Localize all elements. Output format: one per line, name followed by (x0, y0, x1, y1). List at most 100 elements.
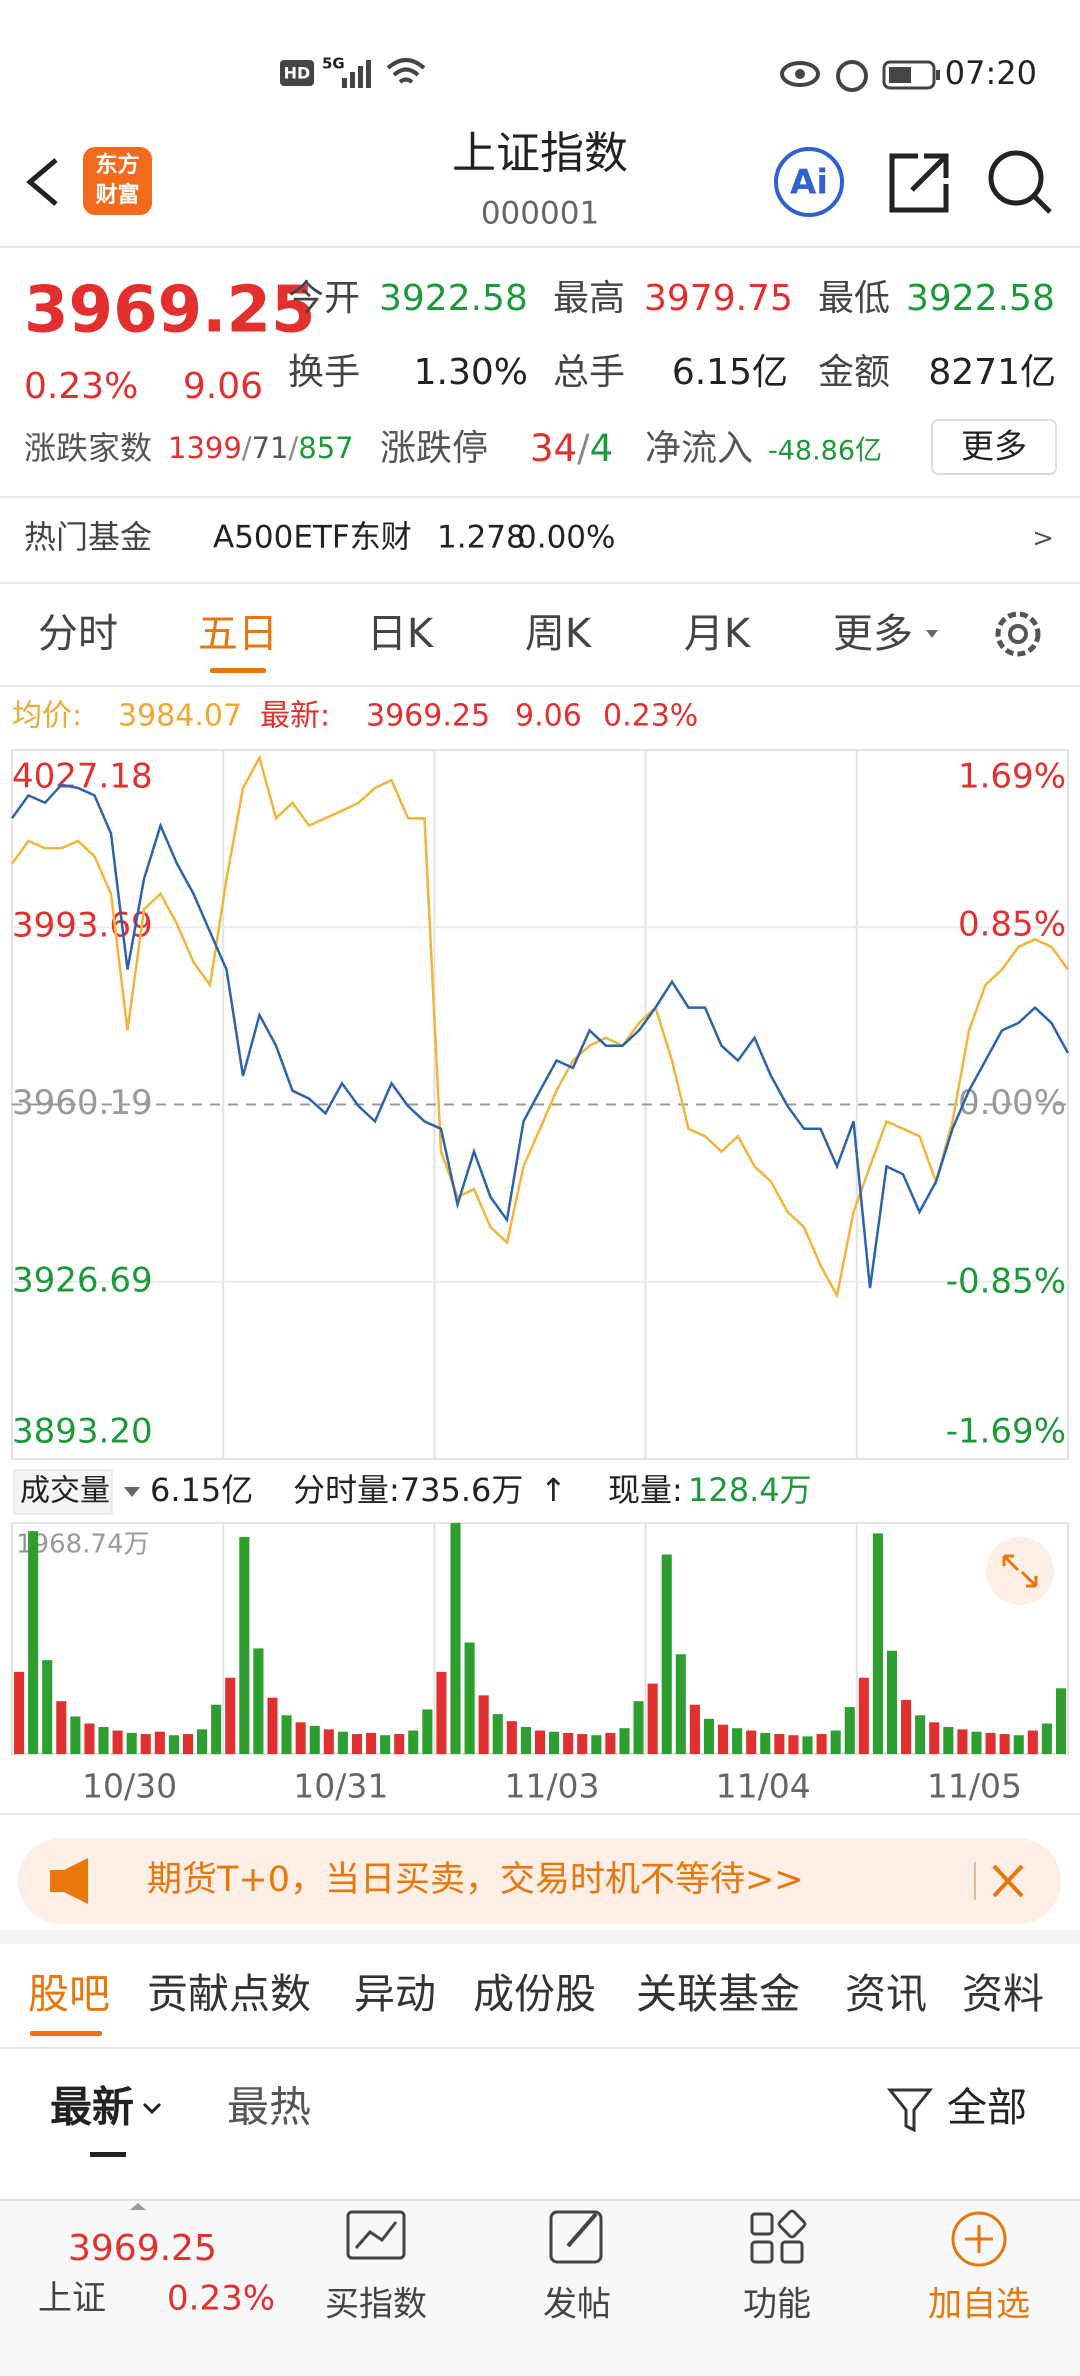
x-tick-label: 11/03 (504, 1767, 599, 1806)
section-tab[interactable]: 股吧 (28, 1970, 110, 2018)
filter-icon[interactable] (886, 2088, 934, 2133)
filter-text[interactable]: 全部 (947, 2085, 1027, 2131)
down-count: 857 (298, 431, 353, 465)
volume-bar (309, 1725, 320, 1754)
volume-bar (239, 1536, 250, 1754)
volume-bar (886, 1650, 898, 1754)
volume-bar (1055, 1688, 1066, 1754)
promo-banner[interactable] (18, 1838, 1061, 1924)
bottom-name: 上证 (38, 2279, 106, 2319)
megaphone-icon (50, 1858, 88, 1904)
last-price: 3969.25 (24, 274, 316, 348)
last-label: 最新: (260, 699, 330, 734)
nav-item[interactable]: 发帖 (543, 2285, 611, 2325)
section-tab[interactable]: 贡献点数 (147, 1970, 311, 2018)
period-tab[interactable]: 更多 (833, 611, 913, 657)
field-value: 3922.58 (906, 278, 1055, 319)
more-button[interactable] (931, 419, 1057, 475)
share-button[interactable] (889, 153, 949, 213)
y2-tick-label: -0.85% (946, 1261, 1066, 1301)
volume-bar (42, 1660, 53, 1754)
volume-bar (563, 1732, 574, 1754)
volume-bar (351, 1734, 362, 1754)
sort-underline (90, 2152, 126, 2157)
period-tab[interactable]: 月K (684, 611, 752, 657)
volume-bar (718, 1724, 729, 1754)
nav-item[interactable]: 买指数 (325, 2285, 427, 2325)
volume-bar (675, 1654, 686, 1754)
section-tab[interactable]: 异动 (354, 1970, 436, 2018)
breadth-value: 1399/71/857 (168, 431, 354, 465)
fund-name[interactable]: A500ETF东财 (213, 520, 412, 556)
field-label: 总手 (553, 352, 625, 393)
section-tab[interactable]: 关联基金 (636, 1970, 800, 2018)
y2-tick-label: 1.69% (958, 757, 1066, 797)
volume-bar (1041, 1723, 1052, 1754)
bottom-bar (0, 2200, 1080, 2376)
volume-bar (506, 1721, 517, 1754)
flat-count: 71 (252, 431, 289, 465)
ai-button[interactable] (774, 147, 844, 217)
field-value: 6.15亿 (672, 352, 788, 393)
period-tab[interactable]: 日K (367, 611, 435, 657)
nav-item[interactable]: 功能 (743, 2285, 811, 2325)
caret (130, 2203, 146, 2210)
banner-text: 期货T+0，当日买卖，交易时机不等待>> (147, 1860, 804, 1900)
separator: / (577, 427, 590, 470)
sort-hot[interactable]: 最热 (227, 2083, 311, 2132)
section-tab[interactable]: 成份股 (473, 1970, 596, 2018)
volume-bar (253, 1648, 264, 1754)
volume-bar (211, 1704, 222, 1754)
period-tab[interactable]: 分时 (38, 611, 118, 657)
section-tab[interactable]: 资料 (962, 1970, 1044, 2018)
volume-bar (70, 1716, 81, 1754)
expand-button[interactable] (986, 1537, 1054, 1605)
close-button[interactable] (992, 1864, 1024, 1898)
current-label: 现量: (608, 1471, 683, 1509)
volume-bar (140, 1734, 151, 1754)
volume-bar (816, 1734, 827, 1754)
period-tab[interactable]: 五日 (198, 611, 278, 657)
sort-caret (142, 2102, 162, 2115)
volume-bar (84, 1723, 95, 1754)
net-text: 5G (322, 55, 345, 73)
volume-select[interactable] (13, 1469, 113, 1515)
app-logo (83, 147, 152, 215)
y2-tick-label: -1.69% (946, 1412, 1066, 1452)
bottom-price: 3969.25 (68, 2228, 217, 2269)
back-button[interactable] (26, 158, 58, 206)
volume-bar (450, 1523, 461, 1754)
volume-chart: 1968.74万 (11, 1522, 1069, 1755)
section-tab[interactable]: 资讯 (845, 1970, 927, 2018)
volume-bar (844, 1707, 855, 1754)
hd-text: HD (284, 64, 311, 83)
last-value: 3969.25 (366, 699, 490, 734)
fund-label: 热门基金 (24, 518, 152, 556)
ai-text: Ai (790, 163, 828, 203)
y2-tick-label: 0.85% (958, 905, 1066, 945)
volume-bar (14, 1671, 25, 1754)
price-chart: 4027.183993.693960.193926.693893.201.69%… (10, 749, 1070, 1806)
volume-bar (281, 1715, 292, 1754)
settings-button[interactable] (995, 611, 1041, 657)
volume-bar (478, 1695, 489, 1754)
period-tab[interactable]: 周K (525, 611, 593, 657)
signal-icon (342, 60, 371, 88)
x-tick-label: 10/30 (82, 1767, 177, 1806)
volume-bar (98, 1727, 109, 1754)
sort-latest[interactable]: 最新 (50, 2083, 134, 2132)
y-tick-label: 3960.19 (12, 1083, 153, 1123)
volume-bar (337, 1731, 348, 1754)
nav-item[interactable]: 加自选 (928, 2285, 1030, 2325)
field-value: 8271亿 (928, 352, 1056, 393)
volume-bar (1013, 1735, 1024, 1754)
volume-bar (703, 1718, 714, 1754)
limit-value: 34/4 (530, 427, 613, 470)
section-tabs: 股吧 贡献点数 异动 成份股 关联基金 资讯 资料 (28, 1970, 1044, 2036)
fund-arrow[interactable]: > (1032, 524, 1054, 554)
limit-down: 4 (590, 427, 614, 470)
search-button[interactable] (988, 150, 1044, 206)
field-value: 3979.75 (644, 278, 793, 319)
volume-bar (126, 1732, 137, 1754)
